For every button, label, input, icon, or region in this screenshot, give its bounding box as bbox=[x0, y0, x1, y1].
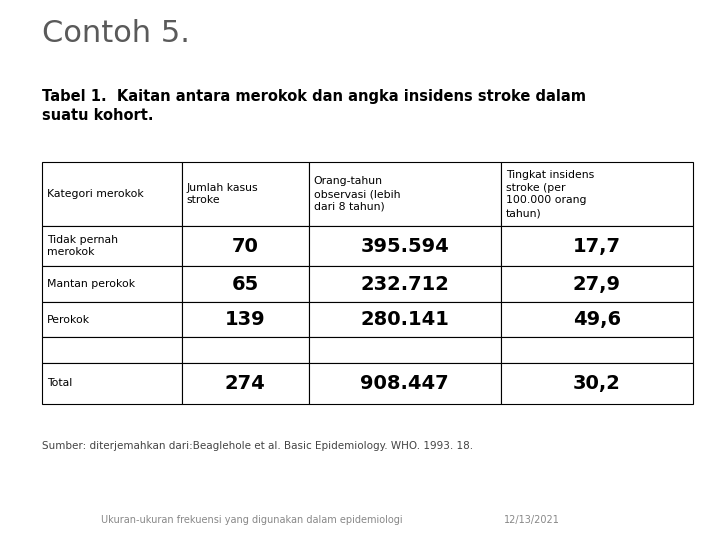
Text: Contoh 5.: Contoh 5. bbox=[42, 19, 189, 48]
Text: Perokok: Perokok bbox=[47, 315, 90, 325]
Text: suatu kohort.: suatu kohort. bbox=[42, 108, 153, 123]
Text: 17,7: 17,7 bbox=[572, 237, 621, 256]
Text: 395.594: 395.594 bbox=[360, 237, 449, 256]
Text: Mantan perokok: Mantan perokok bbox=[47, 279, 135, 289]
Text: Ukuran-ukuran frekuensi yang digunakan dalam epidemiologi: Ukuran-ukuran frekuensi yang digunakan d… bbox=[101, 515, 402, 525]
Text: 232.712: 232.712 bbox=[360, 275, 449, 294]
Text: 280.141: 280.141 bbox=[360, 310, 449, 329]
Text: Tabel 1.  Kaitan antara merokok dan angka insidens stroke dalam: Tabel 1. Kaitan antara merokok dan angka… bbox=[42, 89, 586, 104]
Text: Sumber: diterjemahkan dari:Beaglehole et al. Basic Epidemiology. WHO. 1993. 18.: Sumber: diterjemahkan dari:Beaglehole et… bbox=[42, 441, 473, 451]
Text: 30,2: 30,2 bbox=[572, 374, 621, 393]
Text: Orang-tahun
observasi (lebih
dari 8 tahun): Orang-tahun observasi (lebih dari 8 tahu… bbox=[314, 176, 400, 212]
Text: 139: 139 bbox=[225, 310, 266, 329]
Text: Total: Total bbox=[47, 379, 72, 388]
Text: 27,9: 27,9 bbox=[572, 275, 621, 294]
Text: Tidak pernah
merokok: Tidak pernah merokok bbox=[47, 235, 118, 258]
Text: Kategori merokok: Kategori merokok bbox=[47, 189, 143, 199]
Text: Tingkat insidens
stroke (per
100.000 orang
tahun): Tingkat insidens stroke (per 100.000 ora… bbox=[505, 170, 594, 218]
Text: 274: 274 bbox=[225, 374, 266, 393]
Text: 908.447: 908.447 bbox=[360, 374, 449, 393]
Text: 70: 70 bbox=[232, 237, 258, 256]
Text: Jumlah kasus
stroke: Jumlah kasus stroke bbox=[186, 183, 258, 205]
Text: 7: 7 bbox=[36, 68, 43, 77]
Text: 49,6: 49,6 bbox=[572, 310, 621, 329]
Text: 65: 65 bbox=[232, 275, 258, 294]
Text: 12/13/2021: 12/13/2021 bbox=[504, 515, 560, 525]
